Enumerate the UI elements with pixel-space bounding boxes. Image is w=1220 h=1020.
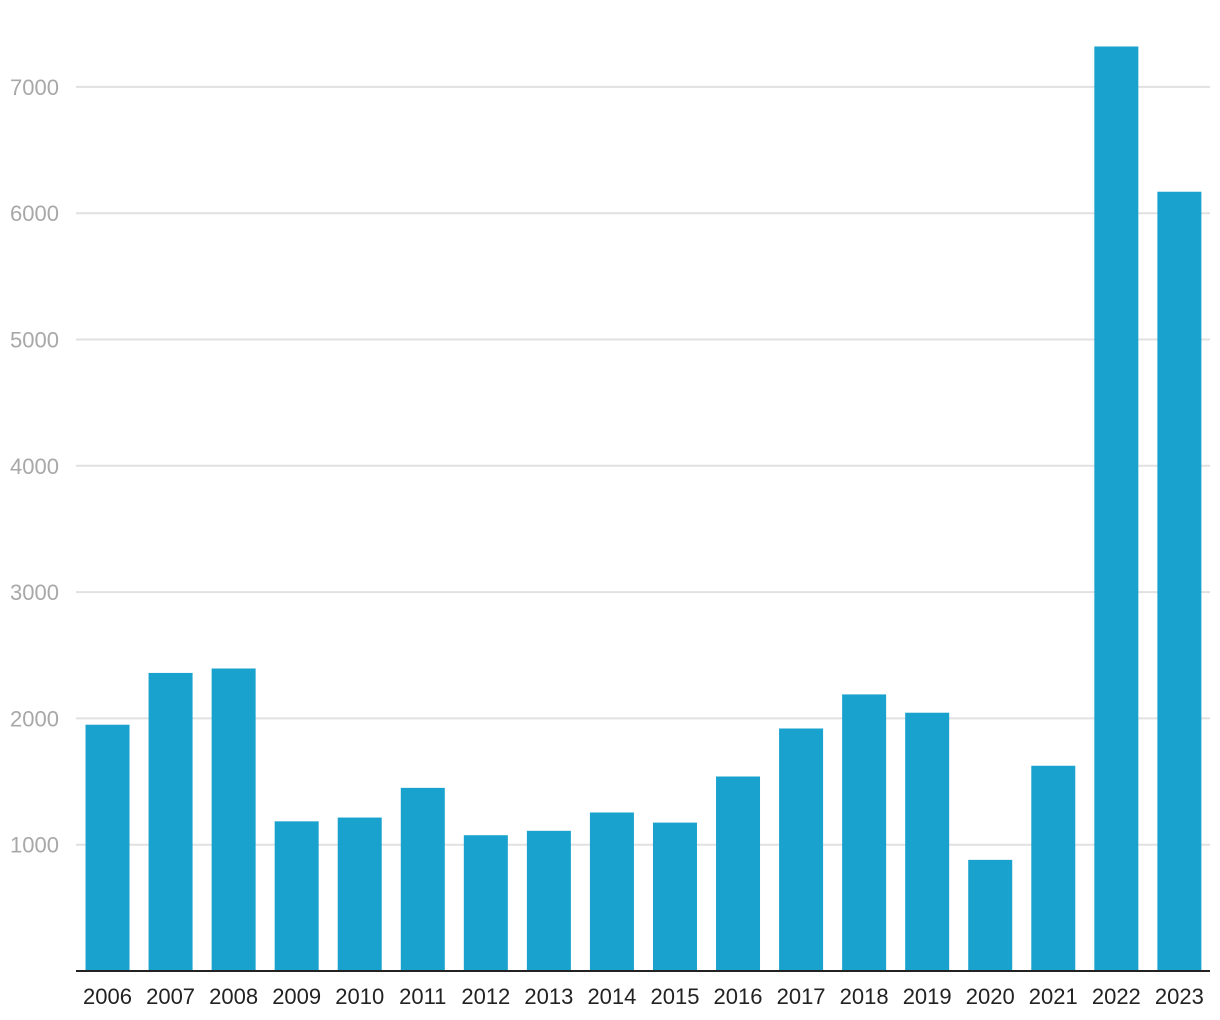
- x-tick-label-2017: 2017: [777, 984, 826, 1009]
- y-tick-label-3000: 3000: [10, 580, 59, 605]
- bar-2021: [1031, 765, 1076, 971]
- y-tick-label-1000: 1000: [10, 833, 59, 858]
- bar-2007: [148, 672, 193, 971]
- y-tick-label-4000: 4000: [10, 454, 59, 479]
- x-tick-label-2018: 2018: [840, 984, 889, 1009]
- x-tick-label-2014: 2014: [587, 984, 636, 1009]
- bar-2015: [652, 822, 697, 971]
- bar-2010: [337, 817, 382, 971]
- x-tick-label-2012: 2012: [461, 984, 510, 1009]
- bar-2018: [842, 694, 887, 971]
- bar-2022: [1094, 46, 1139, 971]
- bar-2011: [400, 787, 445, 971]
- axes: 1000 2000 3000 4000 5000 6000 7000 2006 2007 2008…: [10, 75, 1210, 1009]
- bar-2016: [716, 776, 761, 971]
- y-tick-label-2000: 2000: [10, 706, 59, 731]
- x-tick-label-2020: 2020: [966, 984, 1015, 1009]
- x-tick-label-2013: 2013: [524, 984, 573, 1009]
- y-tick-label-6000: 6000: [10, 201, 59, 226]
- x-tick-label-2010: 2010: [335, 984, 384, 1009]
- bar-2017: [779, 728, 824, 971]
- bar-2008: [211, 668, 256, 971]
- gridlines: [76, 85, 1210, 846]
- x-tick-label-2007: 2007: [146, 984, 195, 1009]
- bar-2014: [589, 812, 634, 971]
- bar-2019: [905, 712, 950, 971]
- x-tick-label-2006: 2006: [83, 984, 132, 1009]
- bar-2020: [968, 859, 1013, 971]
- x-tick-label-2022: 2022: [1092, 984, 1141, 1009]
- y-tick-label-5000: 5000: [10, 328, 59, 353]
- bar-2012: [463, 835, 508, 971]
- x-tick-label-2016: 2016: [714, 984, 763, 1009]
- bars: [85, 46, 1202, 971]
- x-tick-label-2011: 2011: [399, 984, 446, 1009]
- x-tick-label-2015: 2015: [650, 984, 699, 1009]
- x-tick-label-2009: 2009: [272, 984, 321, 1009]
- x-tick-label-2008: 2008: [209, 984, 258, 1009]
- x-tick-label-2023: 2023: [1155, 984, 1204, 1009]
- y-tick-label-7000: 7000: [10, 75, 59, 100]
- x-tick-label-2019: 2019: [903, 984, 952, 1009]
- bar-2023: [1157, 191, 1202, 971]
- bar-2006: [85, 724, 130, 971]
- bar-2013: [526, 830, 571, 971]
- x-tick-label-2021: 2021: [1029, 984, 1078, 1009]
- bar-2009: [274, 821, 319, 971]
